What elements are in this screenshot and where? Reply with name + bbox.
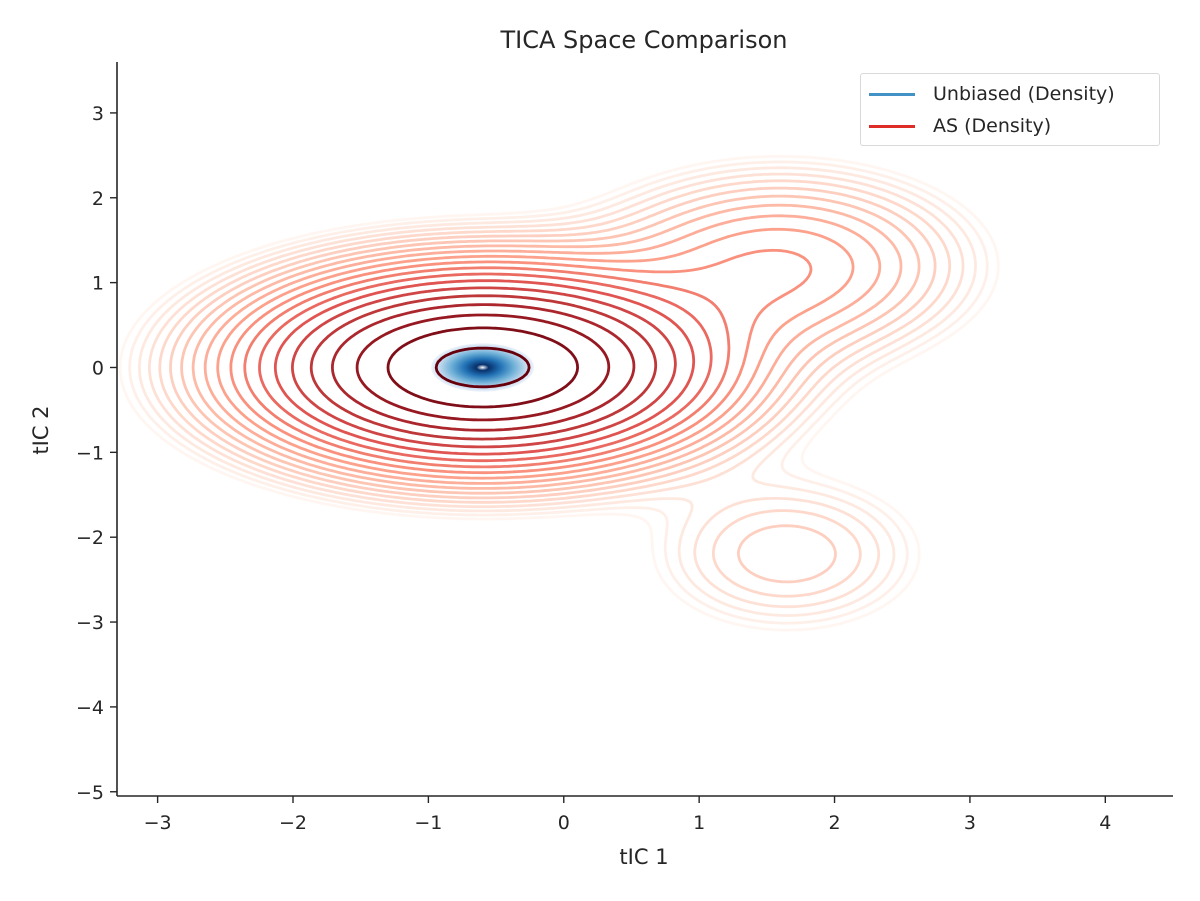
as-contour-line-19 bbox=[386, 326, 579, 409]
contour-layer bbox=[118, 155, 1000, 632]
y-tick-label: 1 bbox=[92, 273, 104, 295]
legend: Unbiased (Density) AS (Density) bbox=[860, 73, 1160, 146]
x-tick-label: 4 bbox=[1099, 812, 1111, 834]
as-contour-line-5 bbox=[158, 179, 952, 598]
y-tick-label: −1 bbox=[76, 442, 104, 464]
legend-label-as: AS (Density) bbox=[933, 115, 1052, 137]
y-axis-label: tIC 2 bbox=[29, 405, 53, 454]
y-tick-label: −4 bbox=[76, 697, 104, 719]
as-contour-line-18 bbox=[355, 313, 611, 422]
chart-title: TICA Space Comparison bbox=[499, 26, 787, 54]
x-tick-label: −2 bbox=[279, 812, 307, 834]
legend-item-unbiased: Unbiased (Density) bbox=[869, 81, 1115, 107]
as-contour-line-2 bbox=[128, 160, 989, 625]
legend-item-as: AS (Density) bbox=[869, 113, 1051, 139]
as-contour-line-6 bbox=[169, 186, 937, 584]
as-contour-line-4 bbox=[148, 172, 965, 609]
x-tick-label: 0 bbox=[558, 812, 570, 834]
y-tick-label: −2 bbox=[76, 527, 104, 549]
y-tick-label: 3 bbox=[92, 103, 104, 125]
as-contour-line-8 bbox=[191, 203, 903, 490]
unbiased-density-fill bbox=[431, 343, 534, 392]
density-layer bbox=[431, 343, 534, 392]
as-contour-line-11 bbox=[229, 248, 813, 475]
as-contour-line-17 bbox=[331, 303, 636, 432]
x-tick-label: 1 bbox=[693, 812, 705, 834]
x-tick-label: −3 bbox=[144, 812, 172, 834]
as-contour-line-13 bbox=[258, 272, 713, 463]
y-tick-label: 0 bbox=[92, 357, 104, 379]
axes-layer: −3 −2 −1 0 1 2 3 4 −5 −4 −3 −2 −1 0 1 2 3 bbox=[76, 62, 1173, 834]
legend-label-unbiased: Unbiased (Density) bbox=[933, 83, 1115, 105]
as-contour-line-3 bbox=[138, 166, 977, 617]
as-contour-line-9 bbox=[203, 214, 882, 485]
legend-swatch-unbiased bbox=[869, 92, 915, 96]
as-contour-line-14 bbox=[273, 279, 696, 456]
as-contour-line-7 bbox=[180, 194, 921, 495]
x-axis-label: tIC 1 bbox=[619, 845, 668, 869]
x-tick-label: 3 bbox=[964, 812, 976, 834]
y-tick-label: −3 bbox=[76, 612, 104, 634]
as-contour-line-16 bbox=[309, 294, 658, 441]
as-contour-line-10 bbox=[216, 227, 855, 480]
as-contour-line-12 bbox=[243, 266, 731, 469]
x-tick-label: −1 bbox=[414, 812, 442, 834]
as-contour-line-1 bbox=[118, 155, 1000, 632]
y-tick-label: 2 bbox=[92, 188, 104, 210]
legend-swatch-as bbox=[869, 124, 915, 128]
as-contour-line-20 bbox=[434, 346, 531, 389]
x-tick-label: 2 bbox=[828, 812, 840, 834]
as-contour-line-15 bbox=[291, 286, 677, 449]
y-tick-label: −5 bbox=[76, 782, 104, 804]
